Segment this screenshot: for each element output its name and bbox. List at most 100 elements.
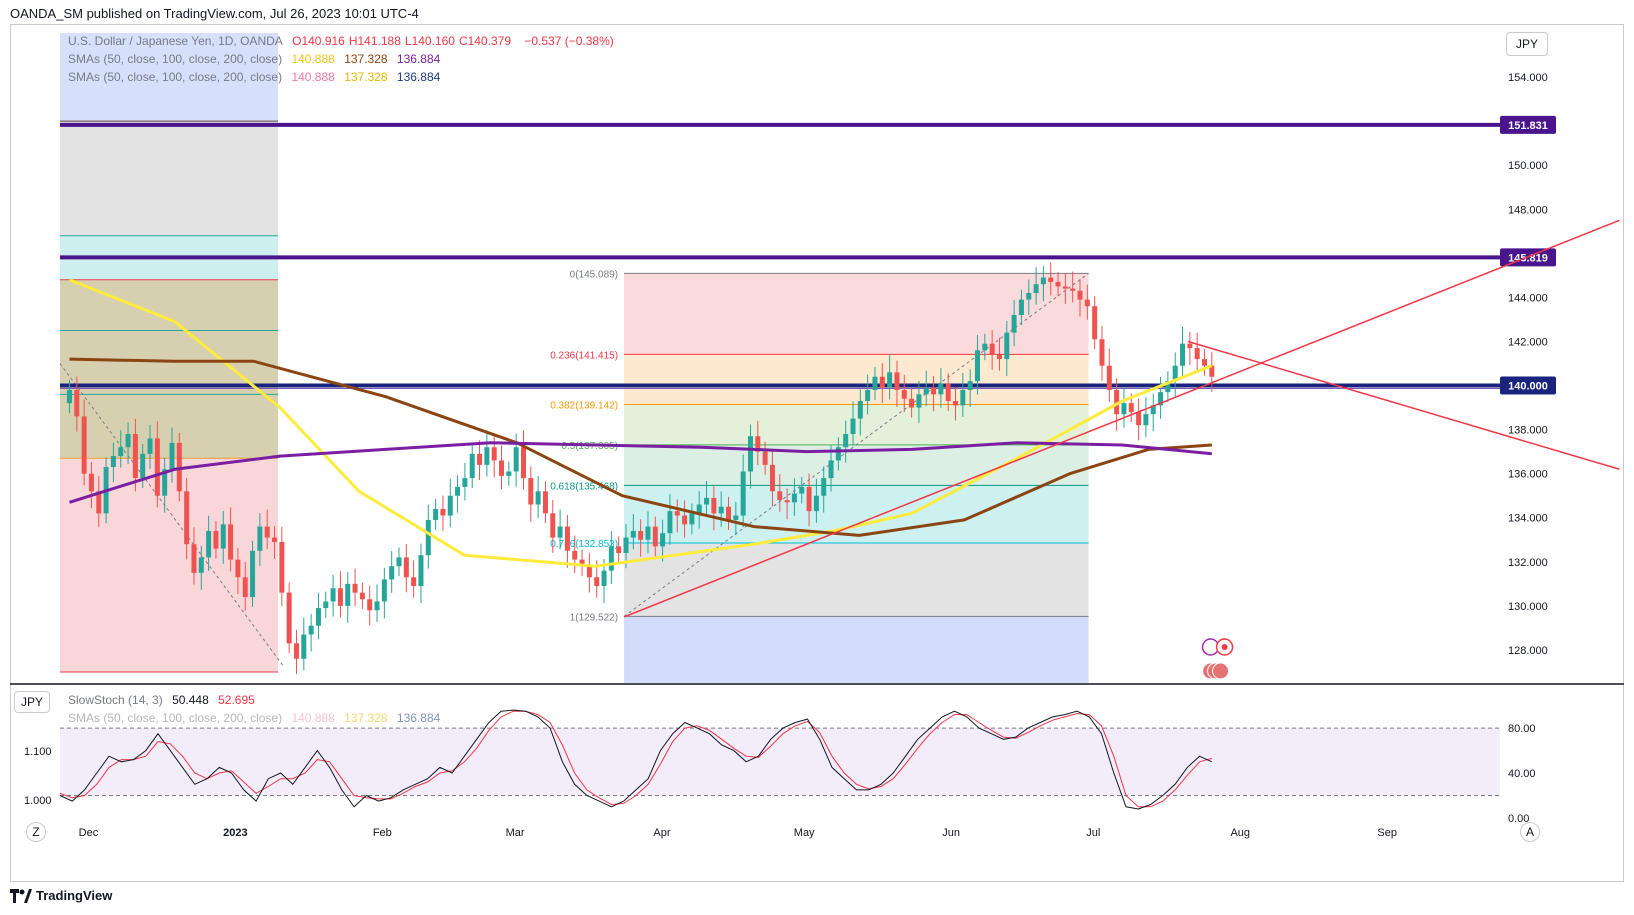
- candle-body: [674, 511, 680, 516]
- stoch-currency-button[interactable]: JPY: [14, 691, 50, 713]
- candle-body: [1136, 411, 1142, 426]
- candle-body: [542, 491, 548, 514]
- candle-body: [184, 491, 190, 545]
- candle-body: [520, 447, 526, 479]
- price-tag-bg-2: [1500, 376, 1556, 395]
- candle-body: [594, 577, 600, 587]
- candle-body: [784, 500, 790, 503]
- chart-frame: [10, 24, 1624, 882]
- change-value: −0.537 (−0.38%): [524, 34, 614, 48]
- candle-body: [945, 383, 951, 401]
- footer-brand[interactable]: TradingView: [10, 888, 112, 903]
- candle-body: [769, 464, 775, 492]
- fib-zone-6: [624, 616, 1089, 683]
- candle-body: [301, 634, 307, 659]
- candle-body: [176, 442, 182, 492]
- stoch-d-value: 52.695: [218, 693, 255, 707]
- candle-body: [960, 389, 966, 406]
- time-axis-label: Feb: [373, 827, 392, 839]
- fib-label-1: 0.236(141.415): [550, 350, 618, 361]
- candle-body: [359, 592, 365, 600]
- stoch-scale-label: 0.00: [1508, 813, 1529, 825]
- stoch-scale-label: 40.00: [1508, 768, 1536, 780]
- candle-body: [1092, 306, 1098, 340]
- stoch-sma-v3: 136.884: [396, 711, 441, 725]
- fib-label-2: 0.382(139.142): [550, 400, 618, 411]
- candle-body: [982, 343, 988, 351]
- candle-body: [235, 559, 241, 578]
- candle-body: [1143, 414, 1149, 426]
- stoch-sma-label: SMAs (50, close, 100, close, 200, close): [68, 711, 283, 725]
- candle-body: [608, 546, 614, 571]
- candle-body: [447, 495, 453, 516]
- candle-body: [381, 579, 387, 602]
- fib-label-0: 0(145.089): [570, 269, 618, 280]
- candle-body: [1187, 343, 1193, 349]
- candle-body: [1099, 339, 1105, 366]
- candle-body: [242, 577, 248, 598]
- candle-body: [623, 537, 629, 553]
- candle-body: [755, 436, 761, 452]
- tradingview-logo-icon: [10, 888, 32, 903]
- sma2-value-200: 136.884: [396, 70, 441, 84]
- sma200-line: [69, 441, 1212, 504]
- candle-body: [132, 434, 138, 479]
- price-tag-2: 140.000: [1508, 381, 1548, 393]
- sma50-line: [68, 278, 1213, 568]
- candle-body: [425, 519, 431, 556]
- candle-body: [872, 376, 878, 390]
- candle-body: [1114, 389, 1120, 415]
- candle-body: [711, 497, 717, 514]
- candle-body: [806, 486, 812, 512]
- sma-legend-1: SMAs (50, close, 100, close, 200, close)…: [68, 52, 446, 66]
- price-scale-label: 128.000: [1508, 645, 1548, 657]
- candle-body: [1158, 392, 1164, 406]
- fib-zone-2: [624, 404, 1089, 445]
- candle-body: [308, 625, 314, 635]
- candle-body: [887, 372, 893, 388]
- price-scale-label: 136.000: [1508, 469, 1548, 481]
- stoch-left-scale-label: 1.100: [24, 746, 52, 758]
- sma-value-50: 140.888: [291, 52, 335, 66]
- auto-scale-button[interactable]: A: [1520, 822, 1540, 842]
- time-axis-label: Mar: [506, 827, 525, 839]
- stoch-sma-v2: 137.328: [344, 711, 388, 725]
- price-tag-0: 151.831: [1508, 120, 1548, 132]
- price-scale-label: 154.000: [1508, 72, 1548, 84]
- time-axis-label: Jul: [1086, 827, 1100, 839]
- currency-button[interactable]: JPY: [1506, 32, 1548, 56]
- ohlc-l: L140.160: [404, 34, 455, 48]
- candle-body: [125, 434, 131, 448]
- candle-body: [118, 447, 124, 457]
- candle-body: [638, 530, 644, 540]
- sma-label-2: SMAs (50, close, 100, close, 200, close): [68, 70, 283, 84]
- candle-body: [1128, 403, 1134, 412]
- candle-body: [909, 398, 915, 408]
- candle-body: [572, 550, 578, 560]
- trendline-0[interactable]: [623, 219, 1620, 618]
- candle-body: [813, 495, 819, 512]
- log-scale-button[interactable]: Z: [26, 822, 46, 842]
- sma-legend-2: SMAs (50, close, 100, close, 200, close)…: [68, 70, 446, 84]
- candle-body: [403, 557, 409, 578]
- candle-body: [440, 508, 446, 516]
- candle-body: [462, 478, 468, 487]
- candle-body: [433, 508, 439, 520]
- trendline-1[interactable]: [1187, 340, 1620, 470]
- candle-body: [1033, 284, 1039, 293]
- candle-body: [601, 570, 607, 587]
- candle-body: [213, 530, 219, 549]
- candle-body: [689, 513, 695, 525]
- candle-body: [1004, 332, 1010, 360]
- candle-body: [1026, 293, 1032, 300]
- ohlc-c: C140.379: [458, 34, 511, 48]
- time-axis-label: Dec: [79, 827, 99, 839]
- candle-body: [894, 372, 900, 390]
- candle-body: [799, 486, 805, 494]
- candle-body: [1180, 343, 1186, 366]
- candle-body: [1040, 277, 1046, 285]
- candle-body: [901, 389, 907, 399]
- candle-body: [279, 541, 285, 593]
- candle-body: [704, 497, 710, 505]
